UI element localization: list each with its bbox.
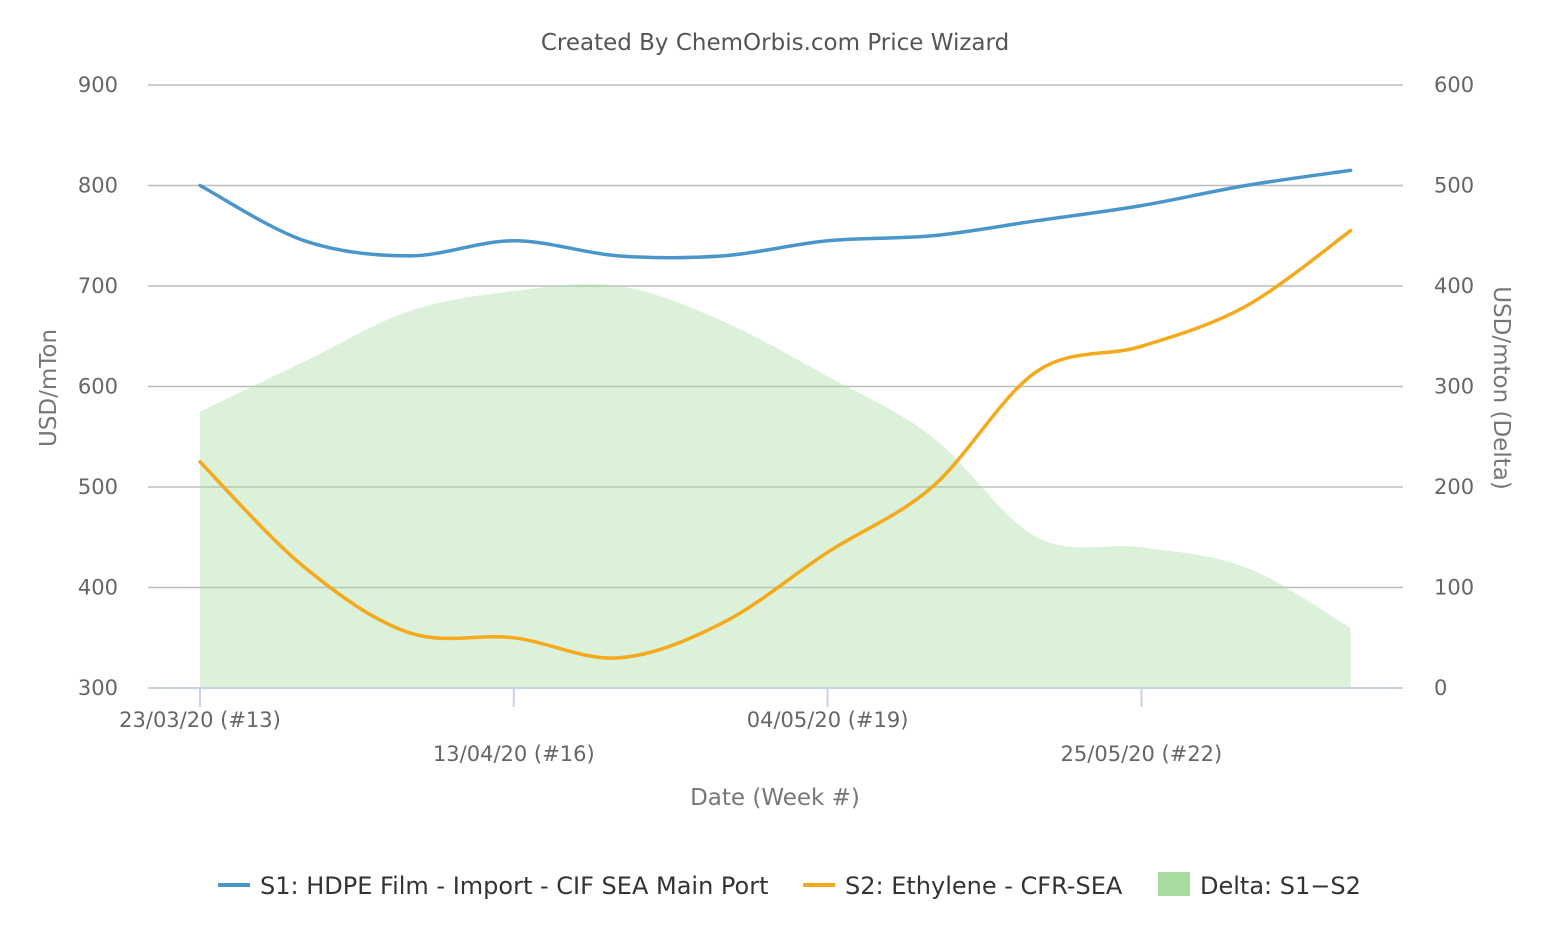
legend-label: Delta: S1−S2	[1200, 872, 1361, 900]
y-tick-label: 900	[78, 73, 118, 97]
legend-item[interactable]: S2: Ethylene - CFR-SEA	[803, 872, 1123, 900]
y2-tick-label: 500	[1434, 174, 1474, 198]
legend-item[interactable]: S1: HDPE Film - Import - CIF SEA Main Po…	[218, 872, 769, 900]
y2-axis-title: USD/mton (Delta)	[1488, 286, 1514, 490]
x-axis-title: Date (Week #)	[690, 785, 860, 811]
y2-tick-label: 100	[1434, 576, 1474, 600]
legend-swatch	[1158, 872, 1190, 896]
line-layer	[198, 168, 1353, 660]
legend-label: S2: Ethylene - CFR-SEA	[845, 872, 1123, 900]
x-tick-label: 25/05/20 (#22)	[1061, 742, 1223, 766]
x-axis: 23/03/20 (#13) 13/04/20 (#16) 04/05/20 (#1…	[119, 687, 1403, 766]
y-tick-label: 300	[78, 676, 118, 700]
delta-area-layer	[200, 284, 1351, 688]
y-axis-title: USD/mTon	[36, 329, 62, 447]
legend: S1: HDPE Film - Import - CIF SEA Main Po…	[218, 872, 1361, 900]
y2-tick-label: 600	[1434, 73, 1474, 97]
chart-title: Created By ChemOrbis.com Price Wizard	[541, 30, 1009, 56]
y-tick-label: 600	[78, 375, 118, 399]
x-tick-label: 04/05/20 (#19)	[747, 708, 909, 732]
y-axis-right: 0 100 200 300 400 500 600	[1434, 73, 1474, 700]
y2-tick-label: 300	[1434, 375, 1474, 399]
x-tick-label: 13/04/20 (#16)	[433, 742, 595, 766]
series-line-s2	[198, 228, 1353, 660]
y-axis-left: 300 400 500 600 700 800 900	[78, 73, 118, 700]
delta-area	[200, 284, 1351, 688]
y-tick-label: 800	[78, 174, 118, 198]
legend-item[interactable]: Delta: S1−S2	[1158, 872, 1361, 900]
series-line-s1	[198, 168, 1353, 260]
x-tick-label: 23/03/20 (#13)	[119, 708, 281, 732]
legend-label: S1: HDPE Film - Import - CIF SEA Main Po…	[260, 872, 769, 900]
grid	[148, 84, 1403, 589]
y2-tick-label: 400	[1434, 274, 1474, 298]
y-tick-label: 700	[78, 274, 118, 298]
y-tick-label: 500	[78, 475, 118, 499]
y-tick-label: 400	[78, 576, 118, 600]
y2-tick-label: 200	[1434, 475, 1474, 499]
y2-tick-label: 0	[1434, 676, 1447, 700]
